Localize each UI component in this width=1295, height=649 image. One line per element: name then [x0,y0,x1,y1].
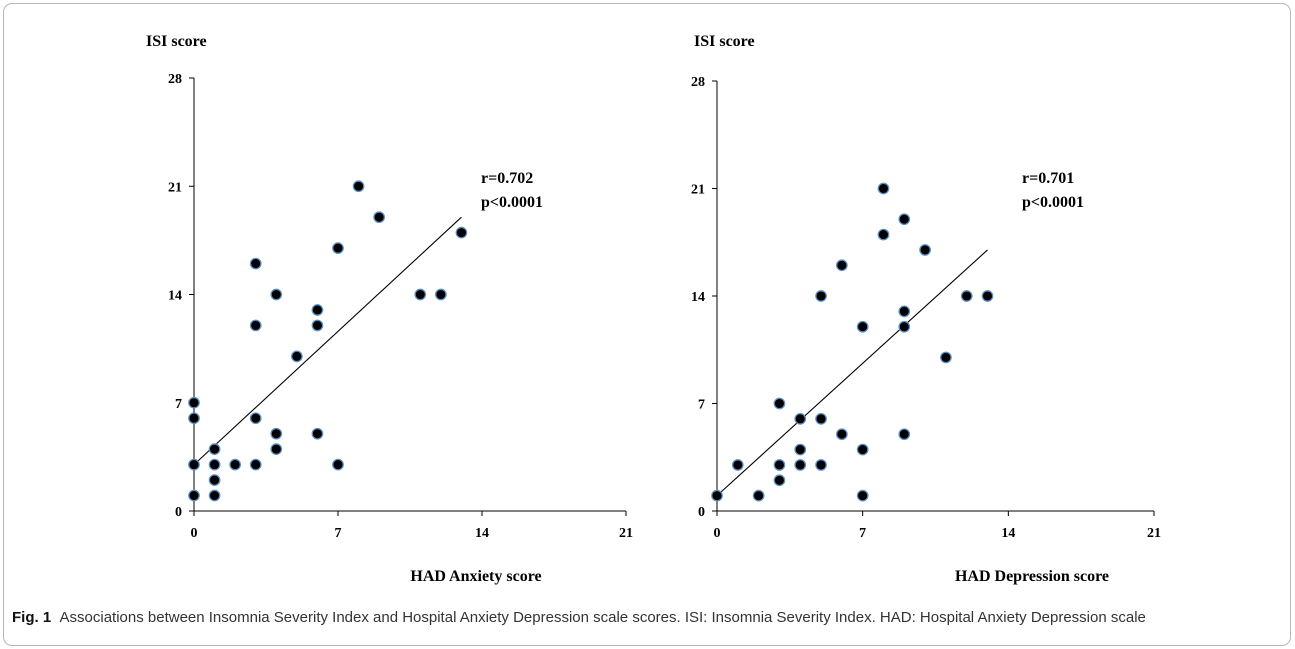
chart2-data-point [960,290,973,302]
chart1-data-point [270,288,283,301]
chart2-data-point [856,443,869,456]
figure-caption: Fig. 1 Associations between Insomnia Sev… [12,608,1277,628]
chart2-data-point [794,443,807,456]
chart1-y-tick-label: 28 [168,72,182,87]
chart2-stat-annotation: r=0.701 [1022,170,1074,187]
chart1-data-point [455,226,468,239]
chart2-data-point [898,305,911,318]
chart1-data-point [249,319,262,332]
chart2-x-axis-title: HAD Depression score [955,568,1109,585]
chart1-fit-line [193,216,462,466]
chart2-data-point [898,320,911,333]
chart2-x-tick-label: 0 [714,526,721,541]
chart2-y-tick-label: 28 [691,75,705,90]
chart2-x-tick-label: 21 [1147,526,1161,541]
chart2-data-point [940,351,952,364]
chart2-data-point [794,459,807,471]
chart2-data-point [836,259,848,272]
chart1-data-point [291,350,303,363]
chart2-data-point [836,428,848,441]
chart1-data-point [208,474,221,486]
chart2-data-point [877,182,890,195]
chart1-data-point [435,288,447,301]
chart1-y-tick-label: 21 [168,180,182,195]
chart1-data-point [188,458,200,471]
chart2-stat-annotation: p<0.0001 [1022,194,1084,211]
chart2-data-point [815,290,827,302]
chart2-y-axis-title: ISI score [694,33,755,50]
chart1-data-point [188,489,200,502]
chart1-x-tick-label: 14 [475,526,489,541]
chart1-data-point [229,458,241,471]
chart2-data-point [773,474,786,487]
chart1-x-axis-title: HAD Anxiety score [410,568,541,585]
chart2-data-point [981,290,994,302]
chart1-stat-annotation: r=0.702 [481,170,533,187]
chart2-data-point [794,413,807,425]
chart1-data-point [249,458,262,471]
chart1-data-point [208,458,221,471]
chart2-data-point [773,397,786,410]
chart1-y-axis-title: ISI score [146,33,207,50]
chart1-data-point [208,489,221,502]
chart2-y-tick-label: 21 [691,183,705,198]
chart2-y-tick-label: 0 [698,505,705,520]
chart2-fit-line [716,249,988,497]
chart2-data-point [711,489,723,502]
chart2-data-point [773,459,786,471]
chart1-data-point [311,304,324,316]
chart2-x-tick-label: 14 [1001,526,1015,541]
chart2-y-tick-label: 7 [698,398,705,413]
chart2-data-point [731,459,744,471]
chart1-data-point [311,427,324,440]
chart2-data-point [856,320,869,333]
chart1-x-tick-label: 21 [619,526,633,541]
chart2-data-point [898,428,911,441]
chart2-y-tick-label: 14 [691,290,705,305]
chart1-data-point [249,257,262,270]
chart1-data-point [188,412,200,425]
chart1-data-point [188,396,200,409]
chart1-data-point [270,427,283,440]
chart1-data-point [373,211,385,224]
chart1-y-tick-label: 0 [175,505,182,520]
chart1-data-point [311,319,324,332]
chart2-data-point [898,213,911,226]
chart2-data-point [877,228,890,241]
chart1-x-tick-label: 7 [335,526,342,541]
chart1-data-point [249,412,262,425]
chart1-data-point [332,242,344,254]
chart1-data-point [332,458,344,471]
chart2-data-point [919,244,931,256]
chart1-data-point [414,288,427,301]
chart1-data-point [352,180,365,193]
chart1-stat-annotation: p<0.0001 [481,194,543,211]
chart1-data-point [270,443,283,455]
figure-caption-text: Associations between Insomnia Severity I… [59,609,1146,626]
chart2-data-point [815,413,827,425]
chart1-x-tick-label: 0 [191,526,198,541]
chart1-y-tick-label: 14 [168,289,182,304]
chart2-data-point [815,459,827,471]
chart2-data-point [752,489,765,502]
chart2-x-tick-label: 7 [859,526,866,541]
figure-label: Fig. 1 [12,609,52,626]
chart1-y-tick-label: 7 [175,397,182,412]
figure-frame [3,3,1291,646]
chart2-data-point [856,489,869,502]
chart1-data-point [208,443,221,455]
